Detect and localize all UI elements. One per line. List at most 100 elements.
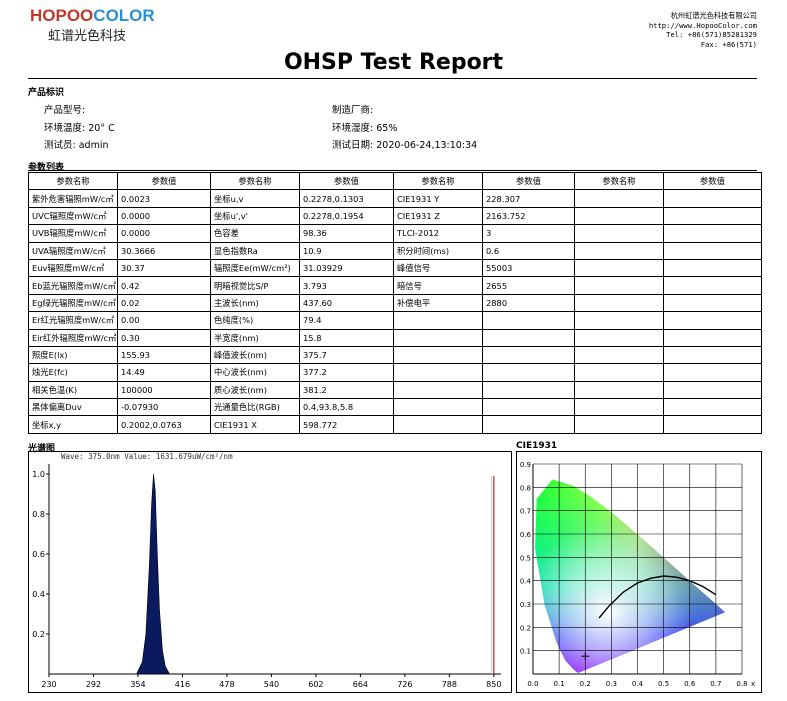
param-value-cell — [663, 189, 762, 208]
param-value-cell: 30.3666 — [117, 241, 211, 260]
param-name-cell: 峰值信号 — [393, 258, 483, 278]
param-name-cell: 质心波长(nm) — [210, 380, 300, 400]
spectrum-x-tick-label: 478 — [219, 680, 234, 689]
params-row: 黑体偏离Duv -0.07930 光通量色比(RGB) 0.4,93.8,5.8 — [28, 398, 762, 417]
param-value-cell — [482, 363, 575, 382]
param-value-cell — [663, 363, 762, 382]
spectrum-y-tick-label: 1.0 — [32, 470, 45, 479]
param-value-cell: 228.307 — [482, 189, 575, 208]
param-name-cell: UVC辐照度mW/c㎡ — [28, 206, 118, 226]
param-value-cell: 2655 — [482, 276, 575, 295]
param-value-cell: 377.2 — [299, 363, 394, 382]
param-value-cell: 10.9 — [299, 241, 394, 260]
spectrum-peak-area — [136, 473, 170, 675]
cie-x-tick-label: 0.2 — [580, 680, 591, 688]
param-name-cell: CIE1931 Y — [393, 189, 483, 208]
temperature-label: 环境温度: — [44, 123, 86, 134]
params-row: 相关色温(K) 100000 质心波长(nm) 381.2 — [28, 380, 762, 400]
param-value-cell: 0.30 — [117, 328, 211, 347]
param-name-cell: CIE1931 Z — [393, 206, 483, 226]
param-value-cell — [482, 398, 575, 417]
param-value-cell: 0.6 — [482, 241, 575, 260]
param-value-cell: 2163.752 — [482, 206, 575, 226]
params-section-title: 参数列表 — [28, 163, 65, 173]
cie-y-tick-label: 0.6 — [520, 531, 532, 539]
param-value-cell — [482, 311, 575, 330]
params-header-cell: 参数名称 — [574, 171, 664, 191]
spectrum-y-tick-label: 0.6 — [32, 550, 45, 559]
param-value-cell: 0.0023 — [117, 189, 211, 208]
cie-section-title: CIE1931 — [516, 441, 558, 451]
spectrum-y-tick-label: 0.2 — [32, 630, 45, 639]
params-header-cell: 参数名称 — [28, 171, 118, 191]
param-value-cell: 30.37 — [117, 258, 211, 278]
params-row: UVC辐照度mW/c㎡ 0.0000 坐标u',v' 0.2278,0.1954 CIE… — [28, 206, 762, 226]
param-name-cell — [393, 380, 483, 400]
param-name-cell: 半宽度(nm) — [210, 328, 300, 347]
param-name-cell — [393, 311, 483, 330]
param-name-cell — [574, 224, 664, 243]
spectrum-x-tick-label: 230 — [41, 680, 56, 689]
param-value-cell: 3 — [482, 224, 575, 243]
param-name-cell: 暗信号 — [393, 276, 483, 295]
params-row: 坐标x,y 0.2002,0.0763 CIE1931 X 598.772 — [28, 415, 762, 434]
param-name-cell — [393, 363, 483, 382]
cie-y-tick-label: 0.2 — [520, 624, 531, 632]
cie-x-tick-label: 0.3 — [606, 680, 617, 688]
spectrum-x-tick-label: 664 — [353, 680, 368, 689]
params-row: Eb蓝光辐照度mW/c㎡ 0.42 明暗视觉比S/P 3.793 暗信号 2655 — [28, 276, 762, 295]
params-header-cell: 参数名称 — [393, 171, 483, 191]
cie-planckian-locus — [598, 575, 717, 619]
param-name-cell: 坐标u',v' — [210, 206, 300, 226]
param-name-cell: TLCI-2012 — [393, 224, 483, 243]
param-name-cell — [574, 311, 664, 330]
params-header-cell: 参数值 — [482, 171, 575, 191]
spectrum-section-title: 光谱图 — [28, 444, 56, 454]
param-name-cell — [574, 258, 664, 278]
company-tel: Tel: +86(571)85281329 — [666, 30, 757, 39]
date-label: 测试日期: — [332, 140, 374, 151]
param-value-cell — [663, 328, 762, 347]
param-value-cell: 0.0000 — [117, 224, 211, 243]
param-name-cell: Euv辐照度mW/c㎡ — [28, 258, 118, 278]
param-name-cell — [574, 206, 664, 226]
param-name-cell: 紫外危害辐照mW/c㎡ — [28, 189, 118, 208]
param-name-cell — [393, 398, 483, 417]
cie-x-tick-label: 0.1 — [554, 680, 565, 688]
spectrum-x-tick-label: 416 — [175, 680, 190, 689]
param-name-cell: 主波长(nm) — [210, 293, 300, 313]
tester-value: admin — [78, 140, 109, 151]
param-name-cell: 黑体偏离Duv — [28, 398, 118, 417]
cie-y-tick-label: 0.5 — [520, 554, 531, 562]
param-value-cell — [482, 380, 575, 400]
temperature-value: 20° C — [88, 123, 115, 134]
cie-x-tick-label: 0.8 — [736, 680, 747, 688]
param-value-cell: 0.0000 — [117, 206, 211, 226]
cie-x-tick-label: 0.0 — [527, 680, 538, 688]
cie-chart: 0.9 0.8 0.7 0.6 0.5 0.4 0.3 0.2 0.1 0.0 0.1 0.2 0.3 0… — [520, 461, 755, 688]
company-logo: HOPOOCOLOR — [30, 6, 155, 25]
param-name-cell: 照度E(lx) — [28, 345, 118, 365]
param-value-cell: 0.42 — [117, 276, 211, 295]
params-header-cell: 参数名称 — [210, 171, 300, 191]
param-name-cell: 坐标x,y — [28, 415, 118, 434]
param-value-cell — [663, 398, 762, 417]
param-name-cell — [574, 328, 664, 347]
date-value: 2020-06-24,13:10:34 — [376, 140, 478, 151]
params-row: UVB辐照度mW/c㎡ 0.0000 色容差 98.36 TLCI-2012 3 — [28, 224, 762, 243]
param-value-cell — [663, 311, 762, 330]
tester-label: 测试员: — [44, 140, 76, 151]
cie-y-tick-label: 0.8 — [520, 484, 531, 492]
params-divider — [28, 170, 757, 171]
param-name-cell — [574, 398, 664, 417]
param-value-cell: 0.2278,0.1303 — [299, 189, 394, 208]
contact-info: 杭州虹谱光色科技有限公司 http://www.HopooColor.com T… — [649, 11, 757, 49]
maker-label: 制造厂商: — [332, 105, 374, 116]
param-name-cell: 显色指数Ra — [210, 241, 300, 260]
params-row: 照度E(lx) 155.93 峰值波长(nm) 375.7 — [28, 345, 762, 365]
param-value-cell: 98.36 — [299, 224, 394, 243]
param-name-cell — [574, 363, 664, 382]
param-name-cell: UVB辐照度mW/c㎡ — [28, 224, 118, 243]
param-name-cell — [574, 380, 664, 400]
param-value-cell: 155.93 — [117, 345, 211, 365]
